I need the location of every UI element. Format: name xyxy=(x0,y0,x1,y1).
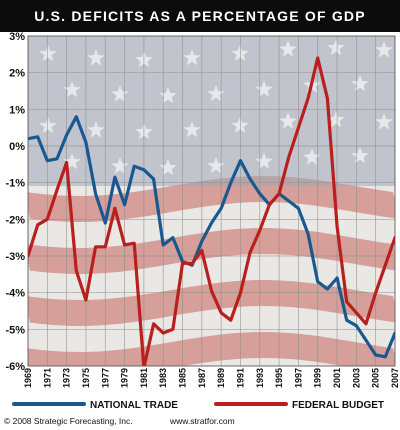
source-url: www.stratfor.com xyxy=(169,416,235,426)
x-tick-label: 2007 xyxy=(390,368,400,388)
y-tick-label: -2% xyxy=(5,214,25,226)
x-tick-label: 1979 xyxy=(120,368,130,388)
flag-star-0 xyxy=(39,45,57,62)
x-tick-label: 1993 xyxy=(255,368,265,388)
x-axis-ticks: 1969 1971 1973 1975 1977 1979 1981 1983 1985 1987… xyxy=(23,368,400,388)
flag-star-6 xyxy=(327,39,345,56)
flag-star-21 xyxy=(279,112,297,129)
x-tick-label: 1973 xyxy=(62,368,72,388)
flag-star-16 xyxy=(39,117,57,134)
flag-star-17 xyxy=(87,121,105,138)
y-tick-label: 1% xyxy=(9,104,25,116)
flag-star-19 xyxy=(183,121,201,138)
flag-star-24 xyxy=(63,153,81,170)
x-tick-label: 1987 xyxy=(197,368,207,388)
flag-star-11 xyxy=(207,85,225,102)
flag-star-3 xyxy=(183,49,201,66)
y-tick-label: -6% xyxy=(5,361,25,373)
x-tick-label: 1985 xyxy=(178,368,188,388)
y-tick-label: -4% xyxy=(5,288,25,300)
flag-star-26 xyxy=(159,159,177,176)
flag-background xyxy=(28,36,395,366)
y-tick-label: -5% xyxy=(5,324,25,336)
flag-star-7 xyxy=(375,41,393,58)
legend-label-0: NATIONAL TRADE xyxy=(90,400,178,411)
x-tick-label: 1997 xyxy=(293,368,303,388)
x-tick-label: 2005 xyxy=(371,368,381,388)
flag-star-12 xyxy=(255,80,273,97)
flag-star-14 xyxy=(351,75,369,92)
y-tick-label: 3% xyxy=(9,31,25,43)
copyright-text: © 2008 Strategic Forecasting, Inc. xyxy=(4,416,133,426)
y-tick-label: -1% xyxy=(5,178,25,190)
flag-star-4 xyxy=(231,44,249,61)
series-lines xyxy=(28,56,395,366)
y-tick-label: 0% xyxy=(9,141,25,153)
flag-wash xyxy=(28,36,395,366)
y-tick-label: -3% xyxy=(5,251,25,263)
flag-star-27 xyxy=(207,157,225,174)
legend: NATIONAL TRADE FEDERAL BUDGET xyxy=(12,400,384,411)
flag-star-8 xyxy=(63,81,81,98)
y-axis-ticks: 3% 2% 1% 0% -1% -2% -3% -4% -5% -6% xyxy=(5,31,25,373)
x-tick-label: 1977 xyxy=(100,368,110,388)
x-tick-label: 1999 xyxy=(313,368,323,388)
x-tick-label: 1995 xyxy=(274,368,284,388)
x-tick-label: 1981 xyxy=(139,368,149,388)
flag-stripe-3 xyxy=(28,332,395,366)
plot-frame xyxy=(27,35,396,367)
x-tick-label: 2003 xyxy=(351,368,361,388)
title-bar xyxy=(0,0,400,32)
flag-star-20 xyxy=(231,116,249,133)
flag-star-1 xyxy=(87,49,105,66)
x-tick-label: 1991 xyxy=(235,368,245,388)
x-tick-label: 1971 xyxy=(42,368,52,388)
legend-label-1: FEDERAL BUDGET xyxy=(292,400,384,411)
x-tick-label: 1975 xyxy=(81,368,91,388)
flag-stripe-0 xyxy=(28,176,395,222)
flag-star-9 xyxy=(111,85,129,102)
y-tick-label: 2% xyxy=(9,68,25,80)
flag-star-23 xyxy=(375,113,393,130)
flag-stripe-1 xyxy=(28,228,395,274)
flag-star-22 xyxy=(327,111,345,128)
flag-star-28 xyxy=(255,152,273,169)
flag-star-30 xyxy=(351,147,369,164)
chart-title: U.S. DEFICITS AS A PERCENTAGE OF GDP xyxy=(34,8,366,24)
flag-star-10 xyxy=(159,87,177,104)
flag-star-29 xyxy=(303,148,321,165)
flag-star-25 xyxy=(111,157,129,174)
x-tick-label: 1989 xyxy=(216,368,226,388)
x-tick-label: 1969 xyxy=(23,368,33,388)
flag-star-5 xyxy=(279,40,297,57)
x-tick-label: 2001 xyxy=(332,368,342,388)
flag-stripe-2 xyxy=(28,280,395,326)
x-tick-label: 1983 xyxy=(158,368,168,388)
